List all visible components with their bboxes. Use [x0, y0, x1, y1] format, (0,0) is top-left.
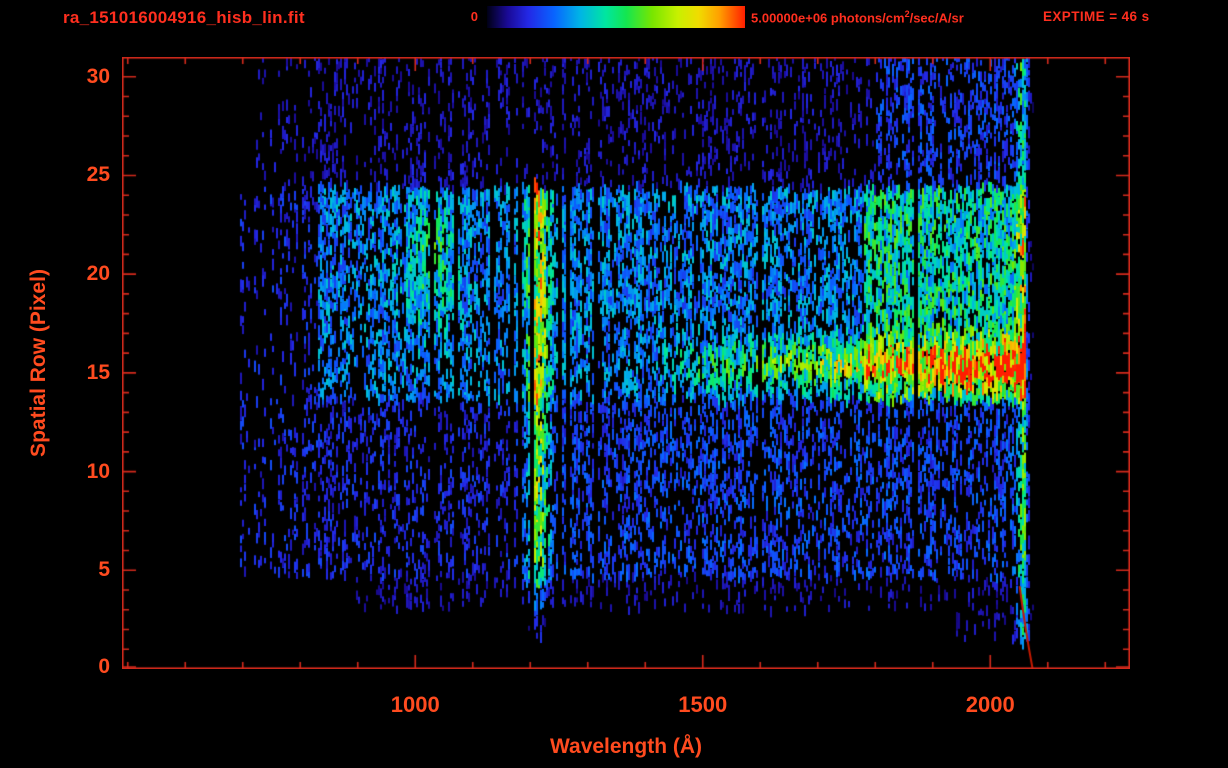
y-axis-label: Spatial Row (Pixel) [27, 269, 50, 457]
y-tick-label: 10 [86, 459, 110, 483]
heatmap-canvas [122, 57, 1130, 669]
y-tick-label: 15 [86, 360, 110, 384]
y-tick-label: 30 [86, 64, 110, 88]
y-tick-label: 5 [98, 558, 110, 582]
filename-label: ra_151016004916_hisb_lin.fit [63, 8, 305, 27]
x-axis-label: Wavelength (Å) [549, 735, 703, 758]
exptime-label: EXPTIME = 46 s [1043, 9, 1150, 24]
x-tick-label: 2000 [965, 692, 1015, 717]
y-tick-label: 0 [98, 655, 110, 678]
colorbar-max-unit-post: /sec/A/sr [909, 10, 964, 26]
colorbar-max-unit-sup: 2 [904, 9, 910, 19]
colorbar-max-unit-pre: photons/cm [827, 10, 905, 26]
y-tick-label: 25 [86, 163, 110, 187]
colorbar-max-label: 5.00000e+06 photons/cm2/sec/A/sr [751, 9, 964, 25]
colorbar [487, 6, 745, 28]
y-tick-label: 20 [86, 262, 110, 286]
colorbar-min-label: 0 [470, 9, 478, 24]
x-tick-label: 1500 [678, 692, 728, 717]
colorbar-max-value: 5.00000e+06 [751, 10, 828, 26]
x-tick-label: 1000 [390, 692, 440, 717]
